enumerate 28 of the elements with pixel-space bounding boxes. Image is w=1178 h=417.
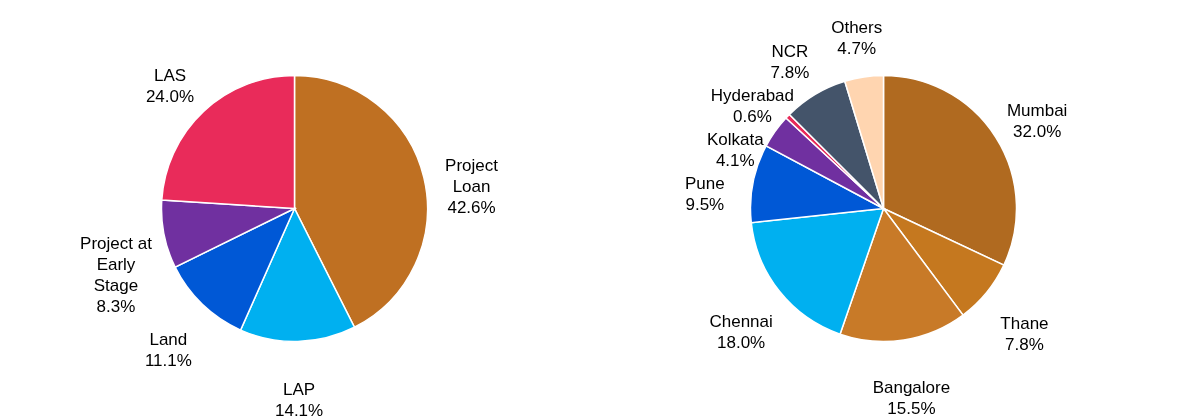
slice-label: Others [831,18,883,38]
slice-label: Bangalore [872,378,951,398]
slice-label: LAP [283,380,316,400]
slice-label: Land [149,329,188,349]
slice-label: Thane [1000,313,1049,333]
data-label: 11.1% [144,350,192,370]
data-label: 42.6% [447,198,496,218]
data-label: 8.3% [96,296,136,316]
slice-label: Mumbai [1006,100,1068,120]
data-label: 4.7% [837,39,877,59]
slice-label: Project Loan [445,156,499,197]
slice-label: LAS [153,65,187,85]
data-label: 7.8% [1005,334,1044,354]
data-label: 15.5% [887,399,936,417]
data-label: 0.6% [733,107,772,127]
data-label: 4.1% [715,151,755,171]
slice-label: Chennai [709,311,773,331]
data-label: 24.0% [145,86,195,106]
slice-label: NCR [771,42,809,62]
slice-label: Project at Early Stage [80,233,153,295]
data-label: 9.5% [685,195,725,215]
slice-label: Kolkata [706,130,765,150]
data-label: 14.1% [274,401,324,417]
slice-label: Hyderabad [710,86,794,106]
data-label: 18.0% [717,332,766,352]
data-label: 7.8% [770,63,810,83]
slice-label: Pune [684,174,725,194]
data-label: 32.0% [1013,121,1062,141]
